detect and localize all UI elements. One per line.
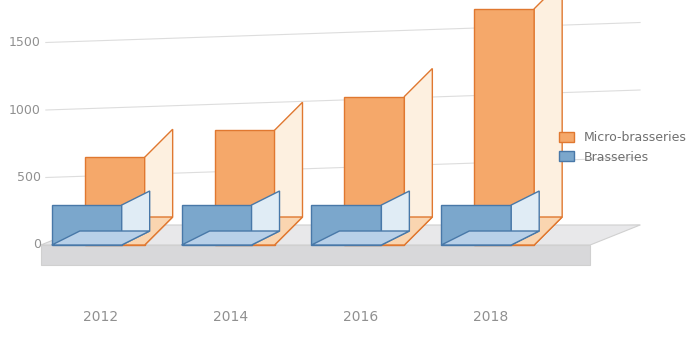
Legend: Micro-brasseries, Brasseries: Micro-brasseries, Brasseries <box>559 131 687 164</box>
Text: 0: 0 <box>33 238 41 252</box>
Text: 500: 500 <box>17 171 41 184</box>
Text: 2018: 2018 <box>473 310 508 324</box>
Polygon shape <box>85 217 173 245</box>
Polygon shape <box>312 231 410 245</box>
Polygon shape <box>511 191 539 245</box>
Polygon shape <box>52 231 150 245</box>
Text: 2012: 2012 <box>83 310 118 324</box>
Text: 2014: 2014 <box>213 310 248 324</box>
Polygon shape <box>405 68 433 245</box>
Text: 1500: 1500 <box>9 36 41 49</box>
Polygon shape <box>344 97 405 245</box>
Polygon shape <box>85 157 145 245</box>
Text: 2016: 2016 <box>343 310 378 324</box>
Polygon shape <box>441 231 539 245</box>
Polygon shape <box>344 217 433 245</box>
Polygon shape <box>215 217 302 245</box>
Polygon shape <box>41 245 590 265</box>
Polygon shape <box>181 205 251 245</box>
Polygon shape <box>382 191 409 245</box>
Polygon shape <box>251 191 279 245</box>
Polygon shape <box>475 9 534 245</box>
Polygon shape <box>441 205 511 245</box>
Polygon shape <box>475 217 562 245</box>
Polygon shape <box>122 191 150 245</box>
Polygon shape <box>41 225 640 245</box>
Polygon shape <box>215 130 274 245</box>
Polygon shape <box>181 231 279 245</box>
Polygon shape <box>534 0 562 245</box>
Polygon shape <box>312 205 382 245</box>
Polygon shape <box>274 102 302 245</box>
Polygon shape <box>52 205 122 245</box>
Polygon shape <box>145 129 173 245</box>
Text: 1000: 1000 <box>9 104 41 117</box>
